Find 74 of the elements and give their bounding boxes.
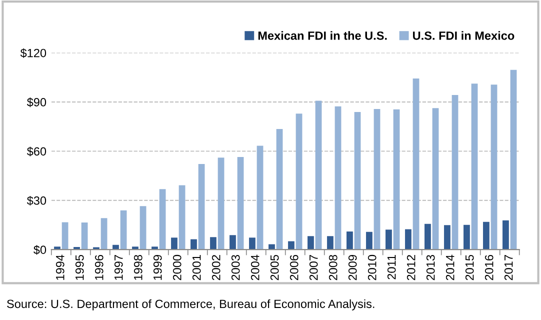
bar <box>171 238 178 250</box>
y-tick-label: $30 <box>26 196 46 206</box>
x-tick-label: 1997 <box>114 255 123 280</box>
x-tick-label: 2002 <box>212 255 220 280</box>
bar <box>366 232 372 250</box>
x-tick-label: 2013 <box>426 254 435 280</box>
bar <box>464 224 470 250</box>
x-tick-label: 2001 <box>192 255 201 280</box>
bar <box>308 236 314 250</box>
bar <box>471 84 478 250</box>
x-tick-label: 1996 <box>94 254 104 280</box>
x-tick-label: 2000 <box>172 254 182 280</box>
y-tick-label: $0 <box>34 245 46 255</box>
bar <box>140 206 146 250</box>
x-tick-label: 2012 <box>406 255 416 280</box>
x-tick-label: 2017 <box>504 255 513 280</box>
x-tick-label: 2007 <box>309 255 318 280</box>
bar <box>120 210 127 250</box>
x-tick-label: 2010 <box>368 254 376 280</box>
bar <box>393 109 400 250</box>
bar <box>190 239 197 250</box>
bar <box>256 146 264 250</box>
x-tick-label: 2005 <box>270 254 279 280</box>
bar <box>327 236 334 250</box>
bar <box>268 244 275 250</box>
source-note: Source: U.S. Department of Commerce, Bureau of Economic Analysis. <box>7 299 374 310</box>
bar <box>178 185 186 250</box>
x-tick-label: 2016 <box>484 254 494 280</box>
bar <box>510 70 517 250</box>
legend-label: Mexican FDI in the U.S. <box>258 31 387 40</box>
bar <box>210 237 216 250</box>
x-tick-label: 1999 <box>153 255 162 280</box>
x-tick-label: 2008 <box>328 254 338 280</box>
x-tick-label: 2004 <box>250 254 260 280</box>
x-tick-label: 1998 <box>134 254 142 280</box>
bar <box>444 225 450 250</box>
x-tick-label: 2009 <box>348 255 357 280</box>
bar <box>424 224 431 250</box>
x-tick-label: 1995 <box>75 254 84 280</box>
x-tick-label: 2003 <box>231 254 240 280</box>
bar <box>502 220 509 250</box>
bar <box>490 84 498 250</box>
bar <box>230 235 236 250</box>
bar <box>276 129 283 250</box>
bar <box>198 164 205 250</box>
y-tick-label: $60 <box>26 146 46 156</box>
x-tick-label: 2011 <box>387 255 396 280</box>
bar <box>483 222 490 250</box>
bar <box>452 94 458 250</box>
bar <box>81 222 88 250</box>
bar <box>100 218 108 250</box>
bar <box>432 108 439 250</box>
bar <box>159 189 166 250</box>
bar <box>374 109 380 250</box>
legend-label: U.S. FDI in Mexico <box>413 31 514 40</box>
bar <box>218 158 224 250</box>
bar <box>334 106 342 250</box>
x-tick-label: 2014 <box>446 254 454 280</box>
bar <box>412 78 420 250</box>
y-tick-label: $90 <box>26 98 46 108</box>
x-tick-label: 2015 <box>465 254 474 280</box>
bar <box>346 232 353 250</box>
bar <box>405 229 412 250</box>
bar <box>249 238 256 250</box>
y-tick-label: $120 <box>20 48 46 58</box>
bar <box>288 241 294 250</box>
bar <box>237 156 244 250</box>
bar <box>296 114 302 250</box>
bar <box>62 222 68 250</box>
bar <box>354 112 361 250</box>
x-tick-label: 2006 <box>290 254 298 280</box>
x-tick-label: 1994 <box>56 254 64 280</box>
bar <box>386 230 392 250</box>
bar <box>315 100 322 250</box>
